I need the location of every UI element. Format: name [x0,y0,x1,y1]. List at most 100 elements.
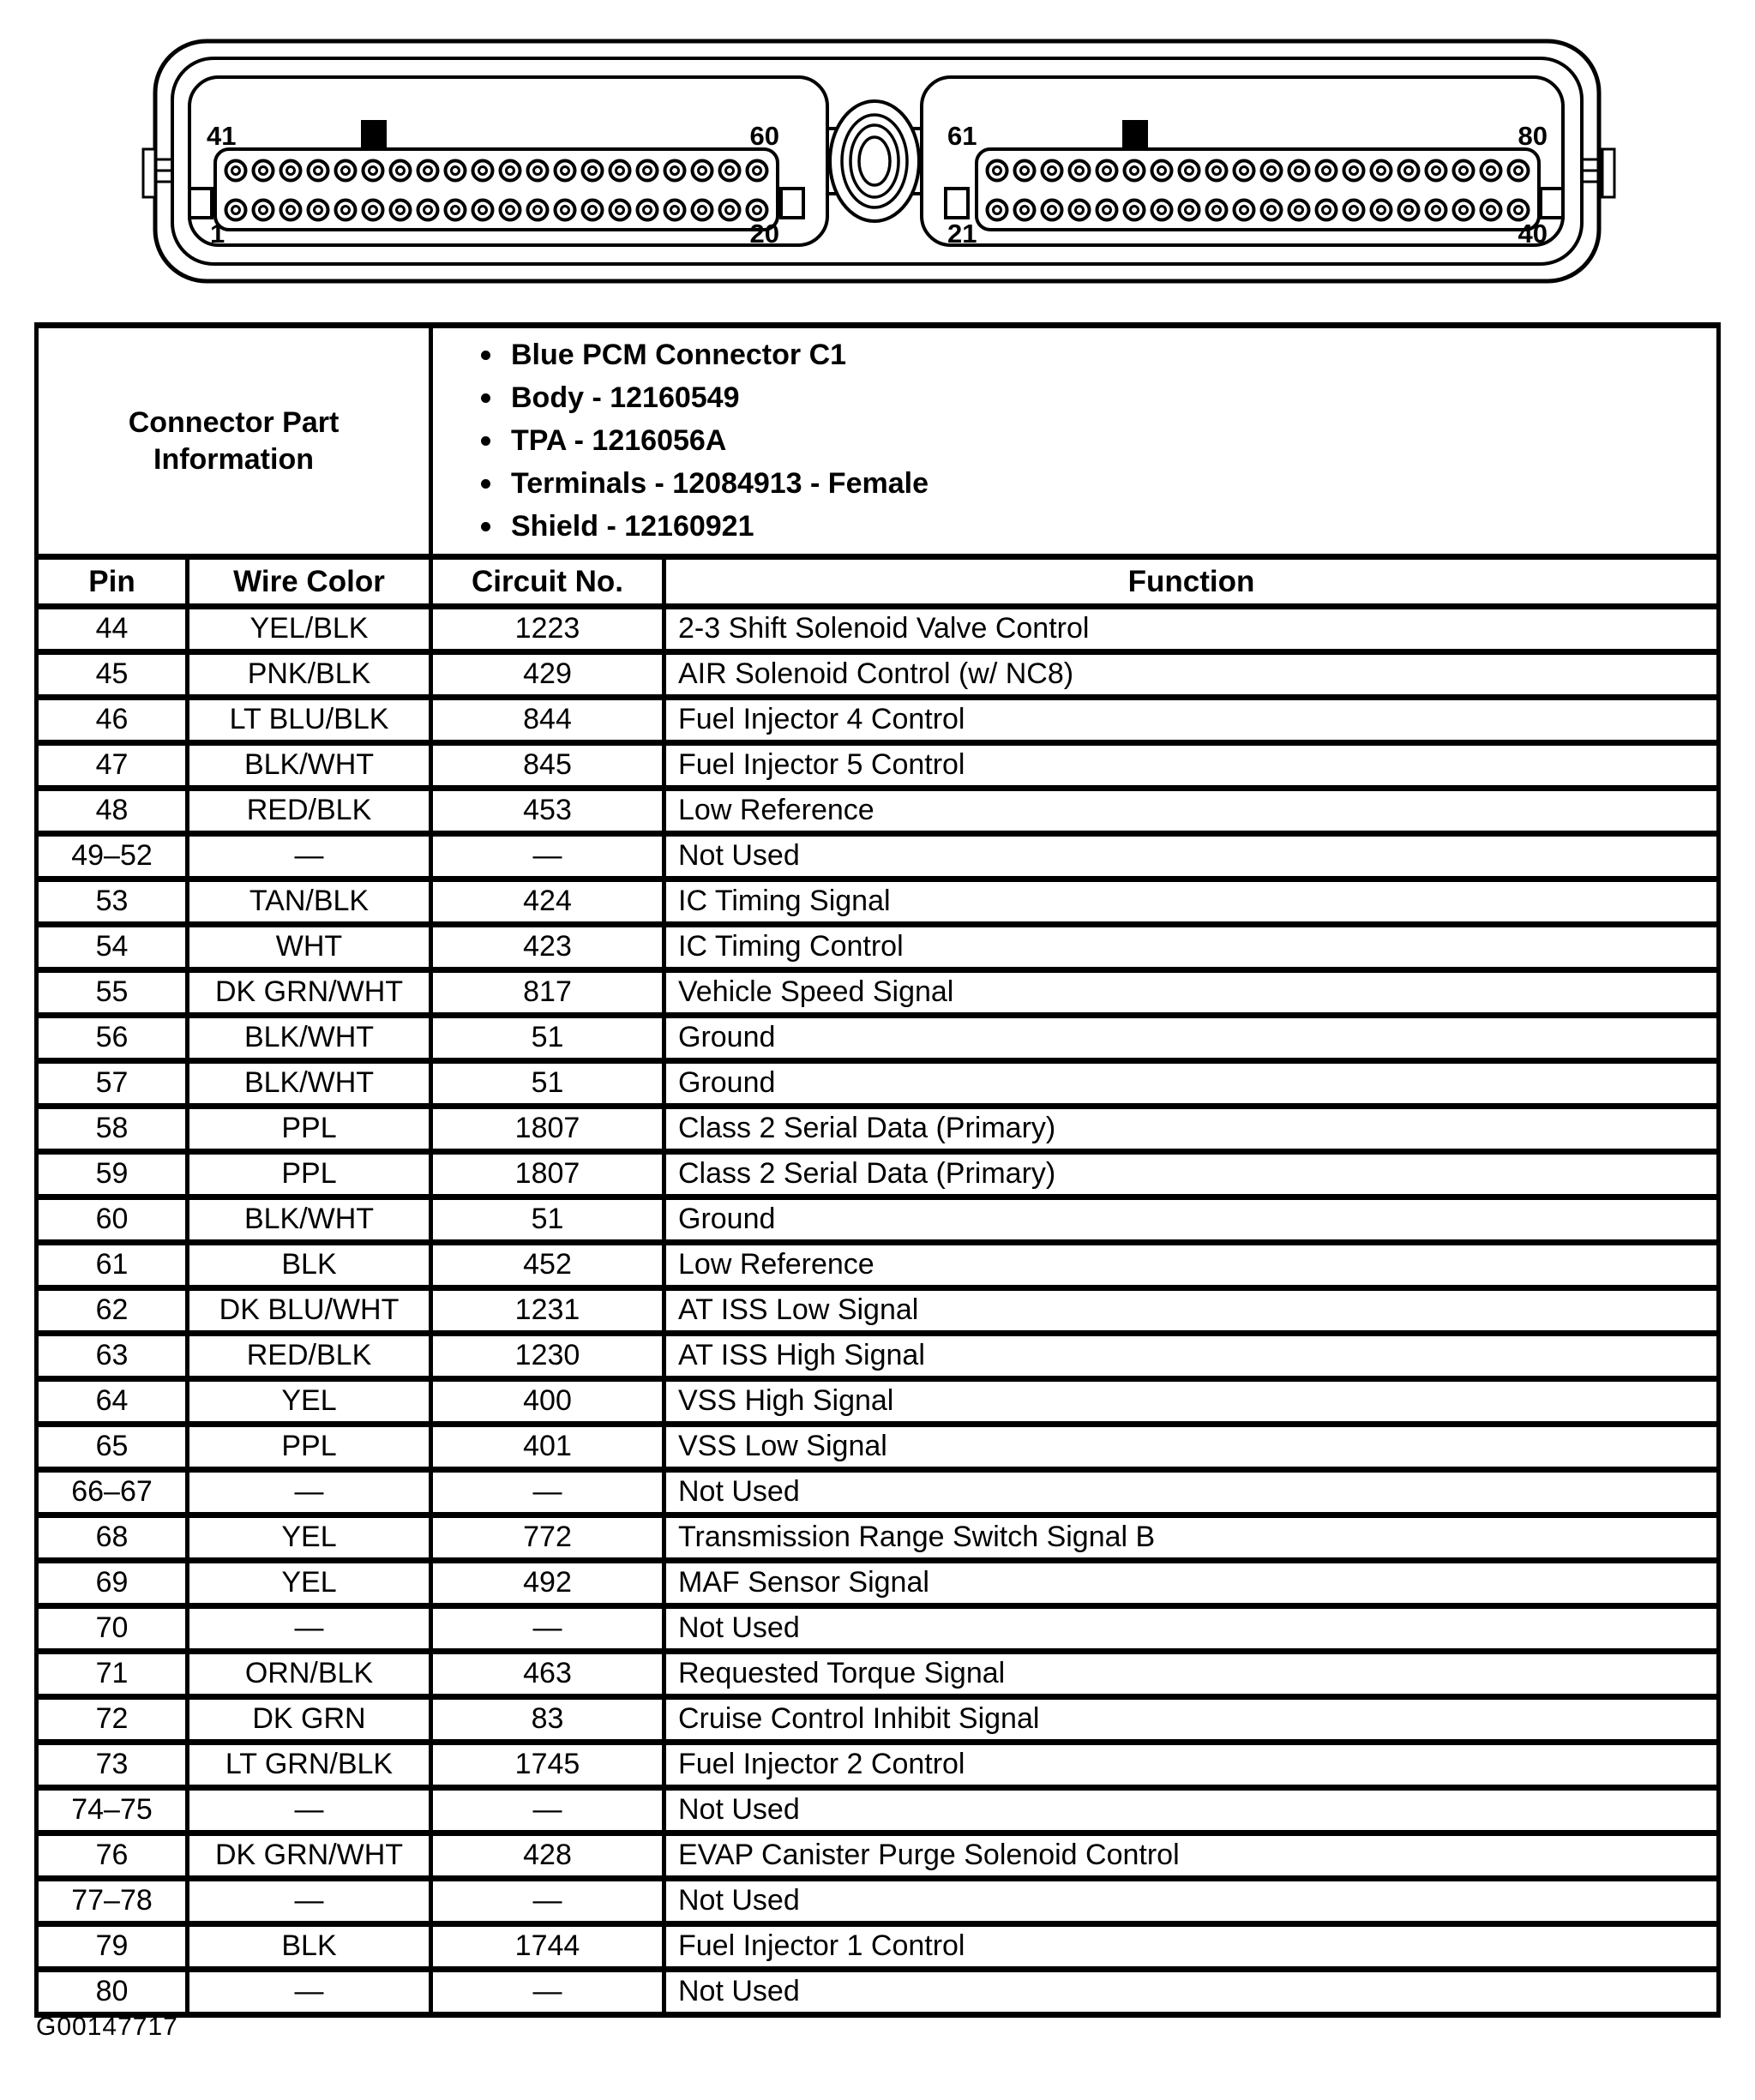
pin-socket [1074,205,1085,215]
table-row: 58 PPL 1807 Class 2 Serial Data (Primary) [34,1103,1721,1155]
function-cell: Ground [662,1194,1721,1245]
function-cell: Not Used [662,831,1721,882]
pin-socket [443,159,467,183]
circuit-no-cell: 492 [429,1557,666,1609]
pin-socket [416,159,440,183]
pin-cell: 45 [34,649,189,700]
connector-info-row: Connector Part Information Blue PCM Conn… [34,322,1721,560]
pin-socket [587,165,598,176]
circuit-no-cell: 1231 [429,1285,666,1336]
pin-socket [670,165,680,176]
circuit-no-cell: 401 [429,1421,666,1473]
pin-socket [608,159,632,183]
wire-color-cell: YEL [185,1557,433,1609]
function-cell: Fuel Injector 4 Control [662,694,1721,746]
wire-color-cell: DK GRN/WHT [185,967,433,1018]
pin-socket [306,159,330,183]
left-key-block [361,120,387,151]
part-info-item: Blue PCM Connector C1 [481,339,1715,372]
pin-cell: 46 [34,694,189,746]
pin-socket [1239,205,1249,215]
pin-socket [1458,165,1469,176]
pin-socket [1458,205,1469,215]
pin-socket [1424,198,1448,222]
pin-socket [745,159,769,183]
function-cell: Ground [662,1012,1721,1064]
pin-socket [443,198,467,222]
pin-number-label: 41 [207,121,236,151]
function-cell: Transmission Range Switch Signal B [662,1512,1721,1563]
pin-socket [306,198,330,222]
circuit-no-cell: 1745 [429,1739,666,1791]
pin-number-label: 60 [750,121,779,151]
pin-socket [697,165,707,176]
circuit-no-cell: 453 [429,785,666,837]
pin-cell: 61 [34,1239,189,1291]
pin-cell: 72 [34,1694,189,1745]
pin-socket [498,198,522,222]
wire-color-cell: PPL [185,1421,433,1473]
pin-socket [670,205,680,215]
circuit-no-cell: 429 [429,649,666,700]
pin-socket [395,165,406,176]
table-row: 71 ORN/BLK 463 Requested Torque Signal [34,1648,1721,1700]
pin-socket [663,198,687,222]
pin-socket [1314,198,1338,222]
pin-number-label: 21 [947,219,977,249]
function-cell: Low Reference [662,1239,1721,1291]
wire-color-cell: — [185,1785,433,1836]
pin-socket [1019,165,1030,176]
pin-socket [395,205,406,215]
pin-socket [1205,198,1229,222]
table-row: 48 RED/BLK 453 Low Reference [34,785,1721,837]
pin-socket [1431,205,1441,215]
pin-socket [1205,159,1229,183]
pin-socket [478,165,488,176]
table-row: 54 WHT 423 IC Timing Control [34,921,1721,973]
pin-socket [992,205,1002,215]
table-row: 46 LT BLU/BLK 844 Fuel Injector 4 Control [34,694,1721,746]
pin-cell: 79 [34,1921,189,1972]
pin-socket [368,205,378,215]
wire-color-cell: DK GRN [185,1694,433,1745]
function-cell: Requested Torque Signal [662,1648,1721,1700]
pin-socket [1150,159,1174,183]
table-row: 64 YEL 400 VSS High Signal [34,1376,1721,1427]
pin-socket [1431,165,1441,176]
pin-socket [251,159,275,183]
table-row: 68 YEL 772 Transmission Range Switch Signal… [34,1512,1721,1563]
pin-socket [635,198,659,222]
wire-color-cell: YEL [185,1376,433,1427]
wire-color-cell: BLK [185,1239,433,1291]
pin-socket [1342,198,1366,222]
pin-socket [388,159,412,183]
pin-socket [1506,159,1530,183]
pin-socket [450,205,460,215]
wire-color-cell: LT BLU/BLK [185,694,433,746]
pin-socket [587,205,598,215]
pin-socket [745,198,769,222]
function-cell: Not Used [662,1785,1721,1836]
pin-socket [1376,165,1386,176]
function-column-header: Function [662,554,1721,609]
pin-socket [1047,205,1057,215]
pin-socket [361,198,385,222]
pin-socket [285,165,296,176]
pin-socket [279,159,303,183]
pin-socket [450,165,460,176]
wire-color-cell: DK BLU/WHT [185,1285,433,1336]
pin-socket [1513,165,1524,176]
pin-socket [1506,198,1530,222]
table-row: 47 BLK/WHT 845 Fuel Injector 5 Control [34,740,1721,791]
pin-socket [697,205,707,215]
pin-socket [553,198,577,222]
pin-socket [1349,165,1359,176]
pin-field-pins [985,159,1530,222]
pin-socket [340,205,351,215]
pin-socket [423,165,433,176]
pin-socket [279,198,303,222]
circuit-no-cell: 1744 [429,1921,666,1972]
pin-socket [1013,198,1037,222]
pin-cell: 69 [34,1557,189,1609]
pin-socket [471,159,495,183]
